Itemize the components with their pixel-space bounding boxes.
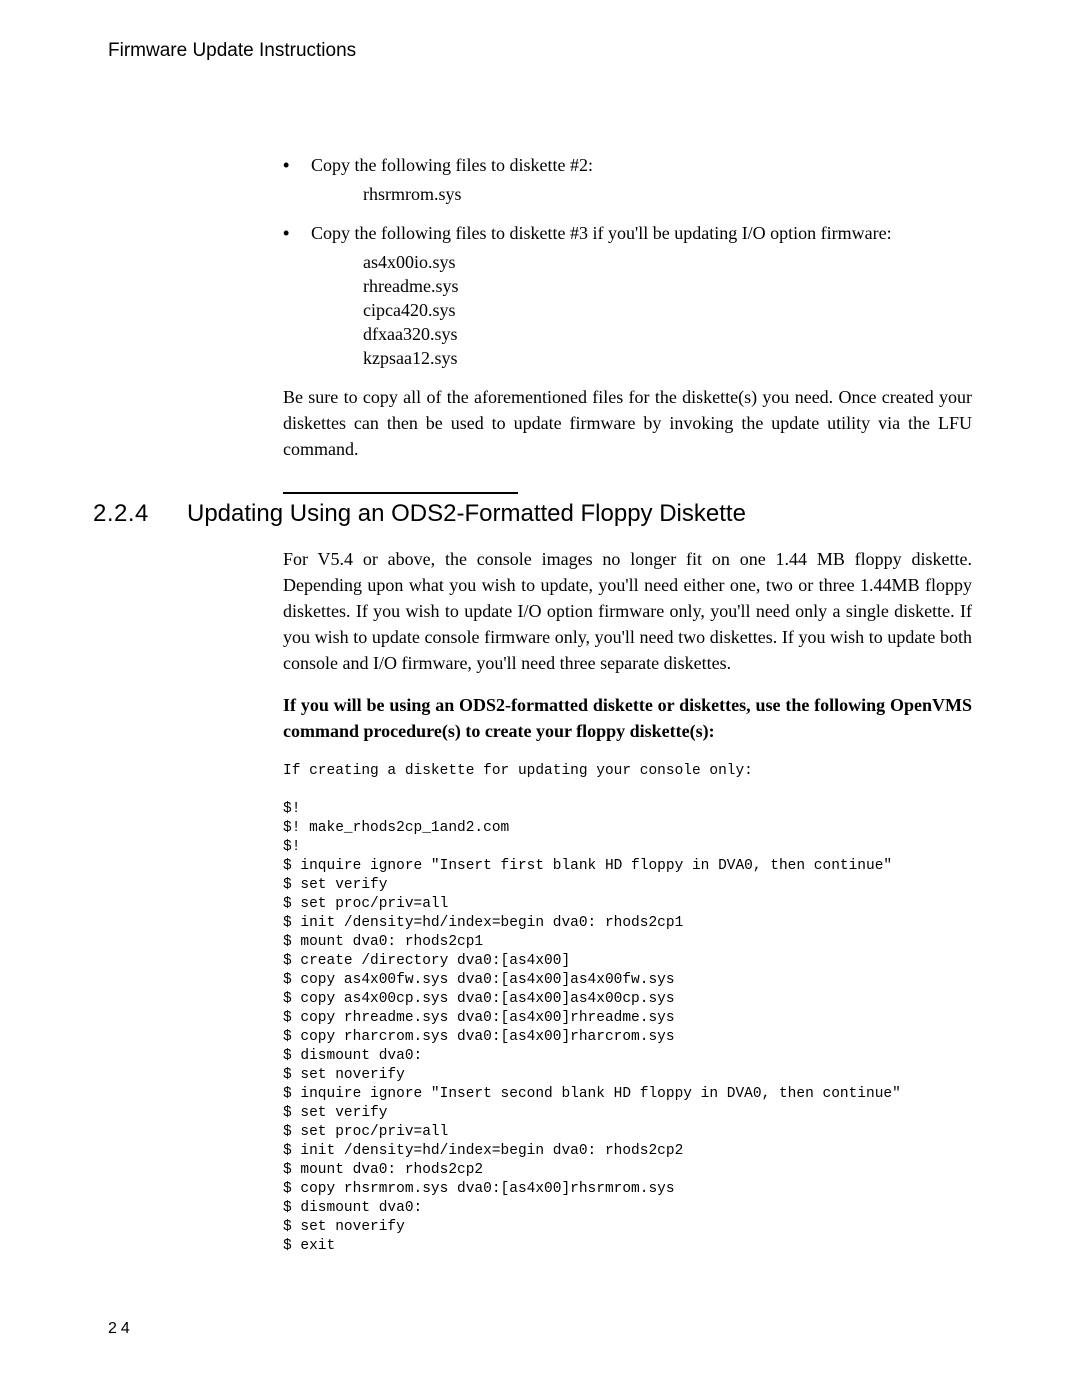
body-column: • Copy the following files to diskette #… (283, 152, 972, 1256)
code-line: $ copy rharcrom.sys dva0:[as4x00]rharcro… (283, 1029, 675, 1045)
bullet-text: Copy the following files to diskette #3 … (311, 220, 972, 246)
bullet-item: • Copy the following files to diskette #… (283, 220, 972, 246)
code-intro: If creating a diskette for updating your… (283, 763, 753, 779)
page-number: 24 (108, 1320, 134, 1338)
code-line: $! (283, 801, 300, 817)
file-list: rhsrmrom.sys (363, 182, 972, 206)
bullet-marker: • (283, 152, 311, 178)
file-list: as4x00io.sys rhreadme.sys cipca420.sys d… (363, 250, 972, 370)
code-line: $ create /directory dva0:[as4x00] (283, 953, 570, 969)
code-line: $ set verify (283, 877, 387, 893)
code-line: $ init /density=hd/index=begin dva0: rho… (283, 915, 683, 931)
code-line: $ mount dva0: rhods2cp1 (283, 934, 483, 950)
file-name: dfxaa320.sys (363, 322, 972, 346)
code-line: $ init /density=hd/index=begin dva0: rho… (283, 1143, 683, 1159)
paragraph: Be sure to copy all of the aforementione… (283, 384, 972, 462)
code-line: $ mount dva0: rhods2cp2 (283, 1162, 483, 1178)
code-line: $ copy rhreadme.sys dva0:[as4x00]rhreadm… (283, 1010, 675, 1026)
code-line: $ copy rhsrmrom.sys dva0:[as4x00]rhsrmro… (283, 1181, 675, 1197)
running-header: Firmware Update Instructions (108, 40, 972, 62)
file-name: rhsrmrom.sys (363, 182, 972, 206)
section-title: Updating Using an ODS2-Formatted Floppy … (187, 500, 746, 528)
paragraph-bold: If you will be using an ODS2-formatted d… (283, 692, 972, 744)
code-line: $ set noverify (283, 1067, 405, 1083)
section-rule (283, 492, 518, 494)
section-number: 2.2.4 (93, 500, 171, 528)
page: Firmware Update Instructions • Copy the … (0, 0, 1080, 1256)
code-line: $ set verify (283, 1105, 387, 1121)
code-line: $ copy as4x00fw.sys dva0:[as4x00]as4x00f… (283, 972, 675, 988)
code-line: $ copy as4x00cp.sys dva0:[as4x00]as4x00c… (283, 991, 675, 1007)
code-line: $! (283, 839, 300, 855)
bullet-item: • Copy the following files to diskette #… (283, 152, 972, 178)
code-line: $ inquire ignore "Insert second blank HD… (283, 1086, 901, 1102)
file-name: kzpsaa12.sys (363, 346, 972, 370)
code-line: $ inquire ignore "Insert first blank HD … (283, 858, 892, 874)
code-line: $ set proc/priv=all (283, 1124, 448, 1140)
file-name: cipca420.sys (363, 298, 972, 322)
code-line: $ exit (283, 1238, 335, 1254)
section-heading: 2.2.4 Updating Using an ODS2-Formatted F… (93, 500, 972, 528)
code-line: $ set noverify (283, 1219, 405, 1235)
file-name: rhreadme.sys (363, 274, 972, 298)
code-line: $ dismount dva0: (283, 1048, 422, 1064)
code-line: $! make_rhods2cp_1and2.com (283, 820, 509, 836)
paragraph: For V5.4 or above, the console images no… (283, 546, 972, 676)
bullet-text: Copy the following files to diskette #2: (311, 152, 972, 178)
code-block: If creating a diskette for updating your… (283, 762, 972, 1256)
code-line: $ set proc/priv=all (283, 896, 448, 912)
code-line: $ dismount dva0: (283, 1200, 422, 1216)
file-name: as4x00io.sys (363, 250, 972, 274)
bullet-marker: • (283, 220, 311, 246)
